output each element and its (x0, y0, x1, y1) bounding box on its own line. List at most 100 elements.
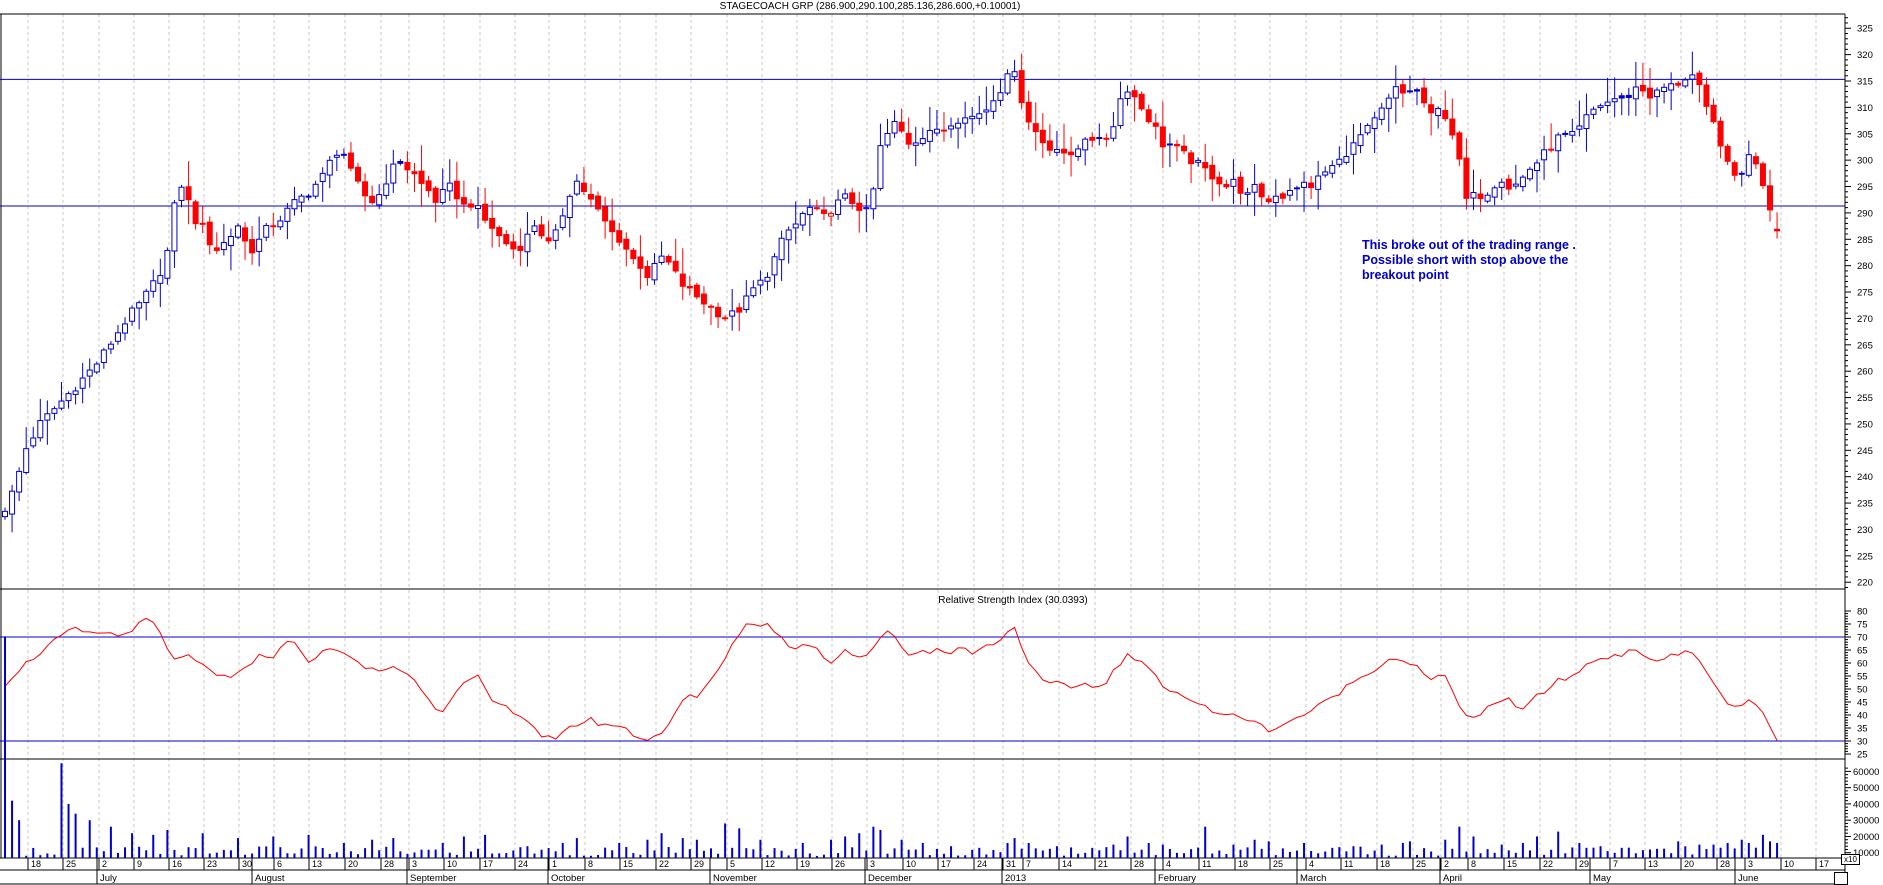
svg-text:10: 10 (906, 859, 916, 869)
svg-text:255: 255 (1857, 393, 1873, 404)
svg-text:280: 280 (1857, 261, 1873, 272)
svg-text:28: 28 (384, 859, 394, 869)
svg-text:60000: 60000 (1853, 767, 1879, 778)
svg-text:60: 60 (1857, 659, 1868, 670)
svg-text:14: 14 (1062, 859, 1072, 869)
svg-text:18: 18 (1380, 859, 1390, 869)
svg-text:25: 25 (1416, 859, 1426, 869)
svg-text:9: 9 (137, 859, 142, 869)
svg-text:295: 295 (1857, 182, 1873, 193)
svg-text:June: June (1738, 873, 1759, 884)
svg-text:4: 4 (1166, 859, 1171, 869)
svg-text:24: 24 (977, 859, 987, 869)
svg-text:22: 22 (659, 859, 669, 869)
svg-text:22: 22 (1543, 859, 1553, 869)
svg-text:6: 6 (277, 859, 282, 869)
svg-text:19: 19 (800, 859, 810, 869)
svg-text:3: 3 (870, 859, 875, 869)
svg-text:40000: 40000 (1853, 799, 1879, 810)
svg-text:23: 23 (207, 859, 217, 869)
axis-multiplier-badge: x10 (1841, 854, 1860, 865)
security-title: STAGECOACH GRP (286.900,290.100,285.136,… (719, 1, 1021, 12)
svg-text:3: 3 (412, 859, 417, 869)
svg-text:10000: 10000 (1853, 848, 1879, 859)
svg-text:30: 30 (242, 859, 252, 869)
svg-text:2: 2 (1444, 859, 1449, 869)
svg-text:30000: 30000 (1853, 816, 1879, 827)
svg-text:10: 10 (447, 859, 457, 869)
annotation-line-3: breakout point (1362, 268, 1449, 282)
svg-text:220: 220 (1857, 578, 1873, 589)
rsi-title: Relative Strength Index (30.0393) (938, 595, 1088, 606)
svg-text:7: 7 (1613, 859, 1618, 869)
svg-text:50000: 50000 (1853, 783, 1879, 794)
svg-text:5: 5 (730, 859, 735, 869)
svg-text:17: 17 (941, 859, 951, 869)
svg-text:315: 315 (1857, 77, 1873, 88)
svg-text:260: 260 (1857, 367, 1873, 378)
svg-text:265: 265 (1857, 340, 1873, 351)
svg-text:225: 225 (1857, 551, 1873, 562)
svg-text:320: 320 (1857, 50, 1873, 61)
right-axis: 220 225 230 235 240 245 250 255 260 265 270 275 280 2… (1845, 17, 1879, 859)
svg-text:285: 285 (1857, 235, 1873, 246)
svg-text:275: 275 (1857, 288, 1873, 299)
svg-text:310: 310 (1857, 103, 1873, 114)
svg-text:8: 8 (588, 859, 593, 869)
svg-text:55: 55 (1857, 672, 1868, 683)
svg-text:20: 20 (348, 859, 358, 869)
svg-text:August: August (255, 873, 285, 884)
svg-text:30: 30 (1857, 737, 1868, 748)
svg-text:29: 29 (1579, 859, 1589, 869)
svg-text:7: 7 (1026, 859, 1031, 869)
svg-text:13: 13 (312, 859, 322, 869)
svg-text:300: 300 (1857, 156, 1873, 167)
svg-text:240: 240 (1857, 472, 1873, 483)
svg-text:4: 4 (1309, 859, 1314, 869)
svg-text:18: 18 (1238, 859, 1248, 869)
svg-text:270: 270 (1857, 314, 1873, 325)
svg-text:17: 17 (1819, 859, 1829, 869)
svg-text:February: February (1158, 873, 1196, 884)
svg-text:25: 25 (66, 859, 76, 869)
svg-text:18: 18 (31, 859, 41, 869)
svg-text:11: 11 (1344, 859, 1353, 869)
svg-text:April: April (1443, 873, 1462, 884)
svg-text:25: 25 (1273, 859, 1283, 869)
svg-text:12: 12 (765, 859, 775, 869)
svg-text:245: 245 (1857, 446, 1873, 457)
weekly-gridlines (27, 14, 1817, 858)
svg-text:March: March (1300, 873, 1326, 884)
svg-text:20000: 20000 (1853, 832, 1879, 843)
svg-text:2: 2 (102, 859, 107, 869)
date-axis: 18 25 2 9 16 23 30 6 13 20 28 3 10 17 24 1 8 15 22 29 5 12 19 2… (27, 858, 1829, 884)
svg-text:May: May (1593, 873, 1611, 884)
trading-range-lines (0, 78, 1845, 742)
svg-text:325: 325 (1857, 24, 1873, 35)
svg-text:November: November (713, 873, 757, 884)
svg-text:28: 28 (1134, 859, 1144, 869)
svg-text:70: 70 (1857, 633, 1868, 644)
svg-text:24: 24 (518, 859, 528, 869)
annotation-line-1: This broke out of the trading range . (1362, 238, 1576, 252)
svg-text:40: 40 (1857, 711, 1868, 722)
svg-text:3: 3 (1748, 859, 1753, 869)
rsi-line (4, 617, 1778, 741)
trade-annotation[interactable]: This broke out of the trading range . Po… (1362, 238, 1576, 283)
svg-text:1: 1 (552, 859, 557, 869)
svg-text:13: 13 (1648, 859, 1658, 869)
svg-text:80: 80 (1857, 607, 1868, 618)
svg-text:21: 21 (1098, 859, 1108, 869)
volume-bars (4, 636, 1779, 858)
svg-text:31: 31 (1006, 859, 1016, 869)
svg-text:305: 305 (1857, 129, 1873, 140)
corner-resize-box[interactable] (1834, 872, 1848, 885)
svg-text:45: 45 (1857, 698, 1868, 709)
svg-text:50: 50 (1857, 685, 1868, 696)
svg-text:October: October (551, 873, 585, 884)
svg-text:16: 16 (172, 859, 182, 869)
svg-text:10: 10 (1784, 859, 1794, 869)
svg-text:15: 15 (1507, 859, 1517, 869)
